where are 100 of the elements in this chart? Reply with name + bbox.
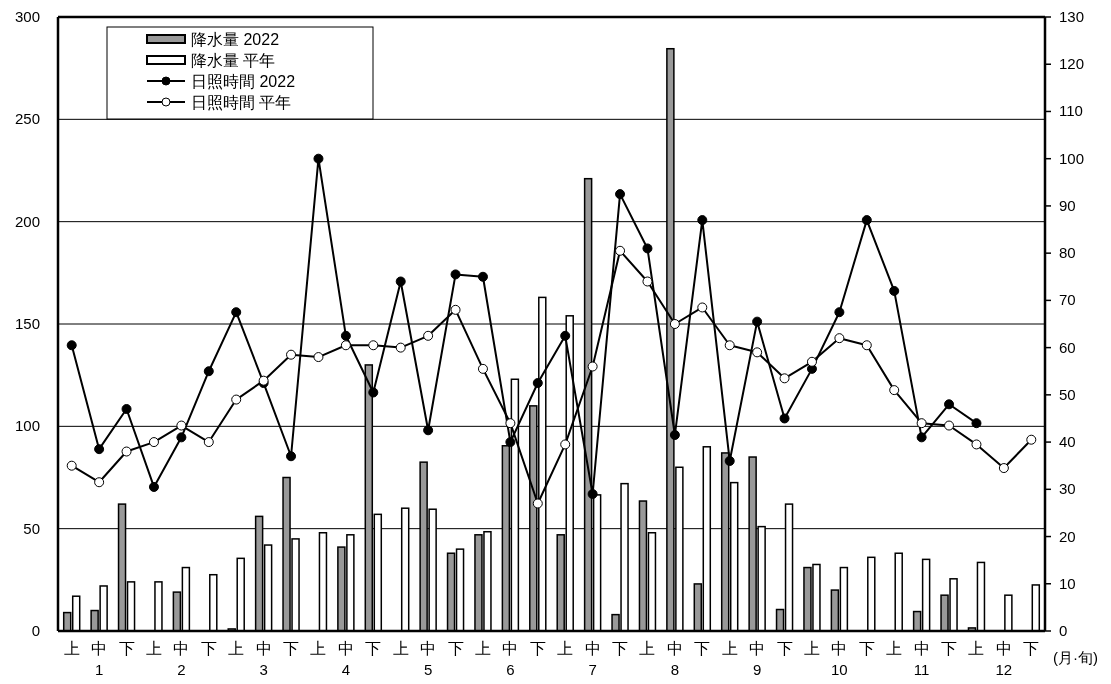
- x-tick-label: 下: [283, 640, 300, 657]
- point: [724, 455, 735, 466]
- point: [834, 307, 845, 318]
- point: [395, 276, 406, 287]
- y2-tick-label: 20: [1059, 527, 1076, 545]
- x-tick-label: 下: [694, 640, 711, 657]
- y2-tick-label: 0: [1059, 622, 1068, 639]
- x-tick-label: 下: [118, 640, 135, 657]
- y2-tick-label: 110: [1059, 102, 1083, 120]
- point: [998, 463, 1009, 474]
- point: [752, 316, 763, 327]
- point: [505, 418, 516, 429]
- x-tick-label: 下: [529, 640, 546, 657]
- legend-label: 日照時間 平年: [191, 94, 292, 111]
- point: [916, 432, 927, 443]
- y2-tick-label: 100: [1059, 149, 1085, 167]
- point: [368, 387, 379, 398]
- point: [642, 276, 653, 287]
- point: [861, 215, 872, 226]
- point: [231, 394, 242, 405]
- point: [340, 330, 351, 341]
- y2-tick-label: 90: [1059, 196, 1076, 214]
- y-tick-label: 100: [14, 417, 40, 435]
- point: [148, 437, 159, 448]
- point: [752, 347, 763, 358]
- x-tick-label: 上: [721, 640, 738, 657]
- point: [340, 340, 351, 351]
- point: [121, 446, 132, 457]
- point: [971, 418, 982, 429]
- y2-tick-label: 120: [1059, 55, 1085, 73]
- point: [669, 429, 680, 440]
- point: [66, 460, 77, 471]
- x-tick-label: 上: [392, 640, 409, 657]
- annotation: 7: [588, 661, 597, 678]
- annotation: 9: [752, 661, 762, 678]
- point: [395, 342, 406, 353]
- x-tick-label: 下: [365, 640, 382, 657]
- x-tick-label: 下: [447, 640, 464, 657]
- x-tick-label: 中: [913, 640, 930, 657]
- y-tick-label: 0: [31, 622, 40, 639]
- annotation: 12: [995, 661, 1013, 678]
- point: [368, 340, 379, 351]
- point: [532, 498, 543, 509]
- x-tick-label: 上: [803, 640, 820, 657]
- x-tick-label: 中: [749, 640, 766, 657]
- annotation: 5: [423, 661, 433, 678]
- annotation: (月·旬): [1053, 649, 1098, 666]
- y-tick-label: 50: [23, 519, 40, 537]
- point: [176, 420, 187, 431]
- x-tick-label: 下: [200, 640, 217, 657]
- y2-tick-label: 80: [1059, 244, 1076, 262]
- annotation: 2: [177, 661, 186, 678]
- point: [313, 153, 324, 164]
- x-tick-label: 上: [310, 640, 327, 657]
- x-tick-label: 下: [941, 640, 958, 657]
- legend-label: 降水量 2022: [191, 31, 280, 48]
- point: [1026, 434, 1037, 445]
- point: [615, 189, 626, 200]
- point: [477, 363, 488, 374]
- point: [697, 302, 708, 313]
- point: [66, 340, 77, 351]
- point: [94, 477, 105, 488]
- x-tick-label: 上: [886, 640, 903, 657]
- point: [944, 399, 955, 410]
- x-tick-label: 下: [858, 640, 875, 657]
- point: [286, 451, 297, 462]
- point: [944, 420, 955, 431]
- y-tick-label: 200: [14, 212, 40, 230]
- point: [642, 243, 653, 254]
- x-tick-label: 中: [995, 640, 1012, 657]
- legend-label: 日照時間 2022: [191, 73, 296, 90]
- point: [560, 439, 571, 450]
- x-tick-label: 上: [639, 640, 656, 657]
- point: [834, 333, 845, 344]
- point: [148, 481, 159, 492]
- x-tick-label: 下: [776, 640, 793, 657]
- point: [779, 373, 790, 384]
- point: [423, 425, 434, 436]
- point: [231, 307, 242, 318]
- point: [806, 356, 817, 367]
- x-tick-label: 中: [584, 640, 601, 657]
- annotation: 6: [506, 661, 515, 678]
- annotation: 8: [670, 661, 680, 678]
- y2-tick-label: 130: [1059, 8, 1085, 25]
- point: [477, 271, 488, 282]
- x-tick-label: 上: [557, 640, 574, 657]
- annotation: 10: [831, 661, 848, 678]
- point: [560, 330, 571, 341]
- x-tick-label: 下: [1023, 640, 1040, 657]
- x-tick-label: 中: [666, 640, 683, 657]
- point: [450, 269, 461, 280]
- y2-tick-label: 60: [1059, 338, 1076, 356]
- x-tick-label: 中: [502, 640, 519, 657]
- point: [423, 330, 434, 341]
- point: [861, 340, 872, 351]
- point: [532, 378, 543, 389]
- y-tick-label: 150: [14, 315, 40, 332]
- point: [779, 413, 790, 424]
- annotation: 4: [341, 661, 351, 678]
- point: [94, 444, 105, 455]
